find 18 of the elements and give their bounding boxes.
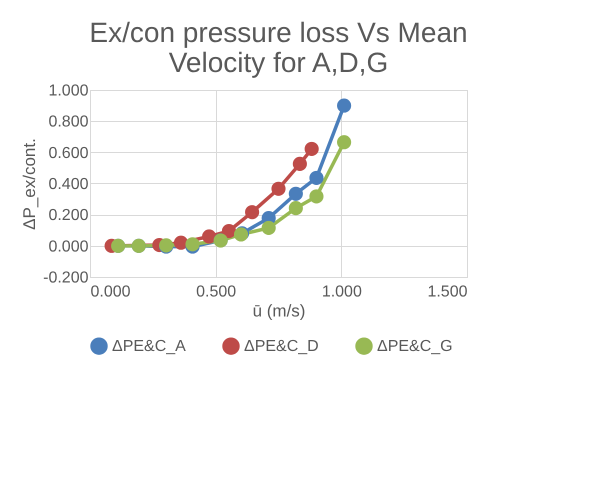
x-axis-title: ū (m/s) <box>252 302 306 320</box>
y-tick-label: 0.400 <box>48 176 89 193</box>
x-tick-label: 1.500 <box>427 284 468 300</box>
legend-label: ΔPE&C_A <box>112 338 186 356</box>
x-tick-label: 0.000 <box>90 284 131 300</box>
y-axis-title: ΔP_ex/cont. <box>20 138 40 230</box>
y-tick-label: 1.000 <box>48 82 89 100</box>
x-tick-label: 1.000 <box>322 284 362 300</box>
y-tick-label: 0.800 <box>48 114 89 131</box>
y-tick-label: 0.200 <box>48 207 89 224</box>
y-tick-label: 0.600 <box>48 144 89 162</box>
legend-label: ΔPE&C_D <box>244 338 319 356</box>
text: Ex/con pressure loss Vs Mean <box>89 17 468 48</box>
legend-label: ΔPE&C_G <box>377 338 453 356</box>
y-tick-label: -0.200 <box>43 270 89 286</box>
text: Velocity for A,D,G <box>168 47 388 78</box>
x-tick-label: 0.500 <box>196 284 236 300</box>
y-tick-label: 0.000 <box>48 238 89 256</box>
